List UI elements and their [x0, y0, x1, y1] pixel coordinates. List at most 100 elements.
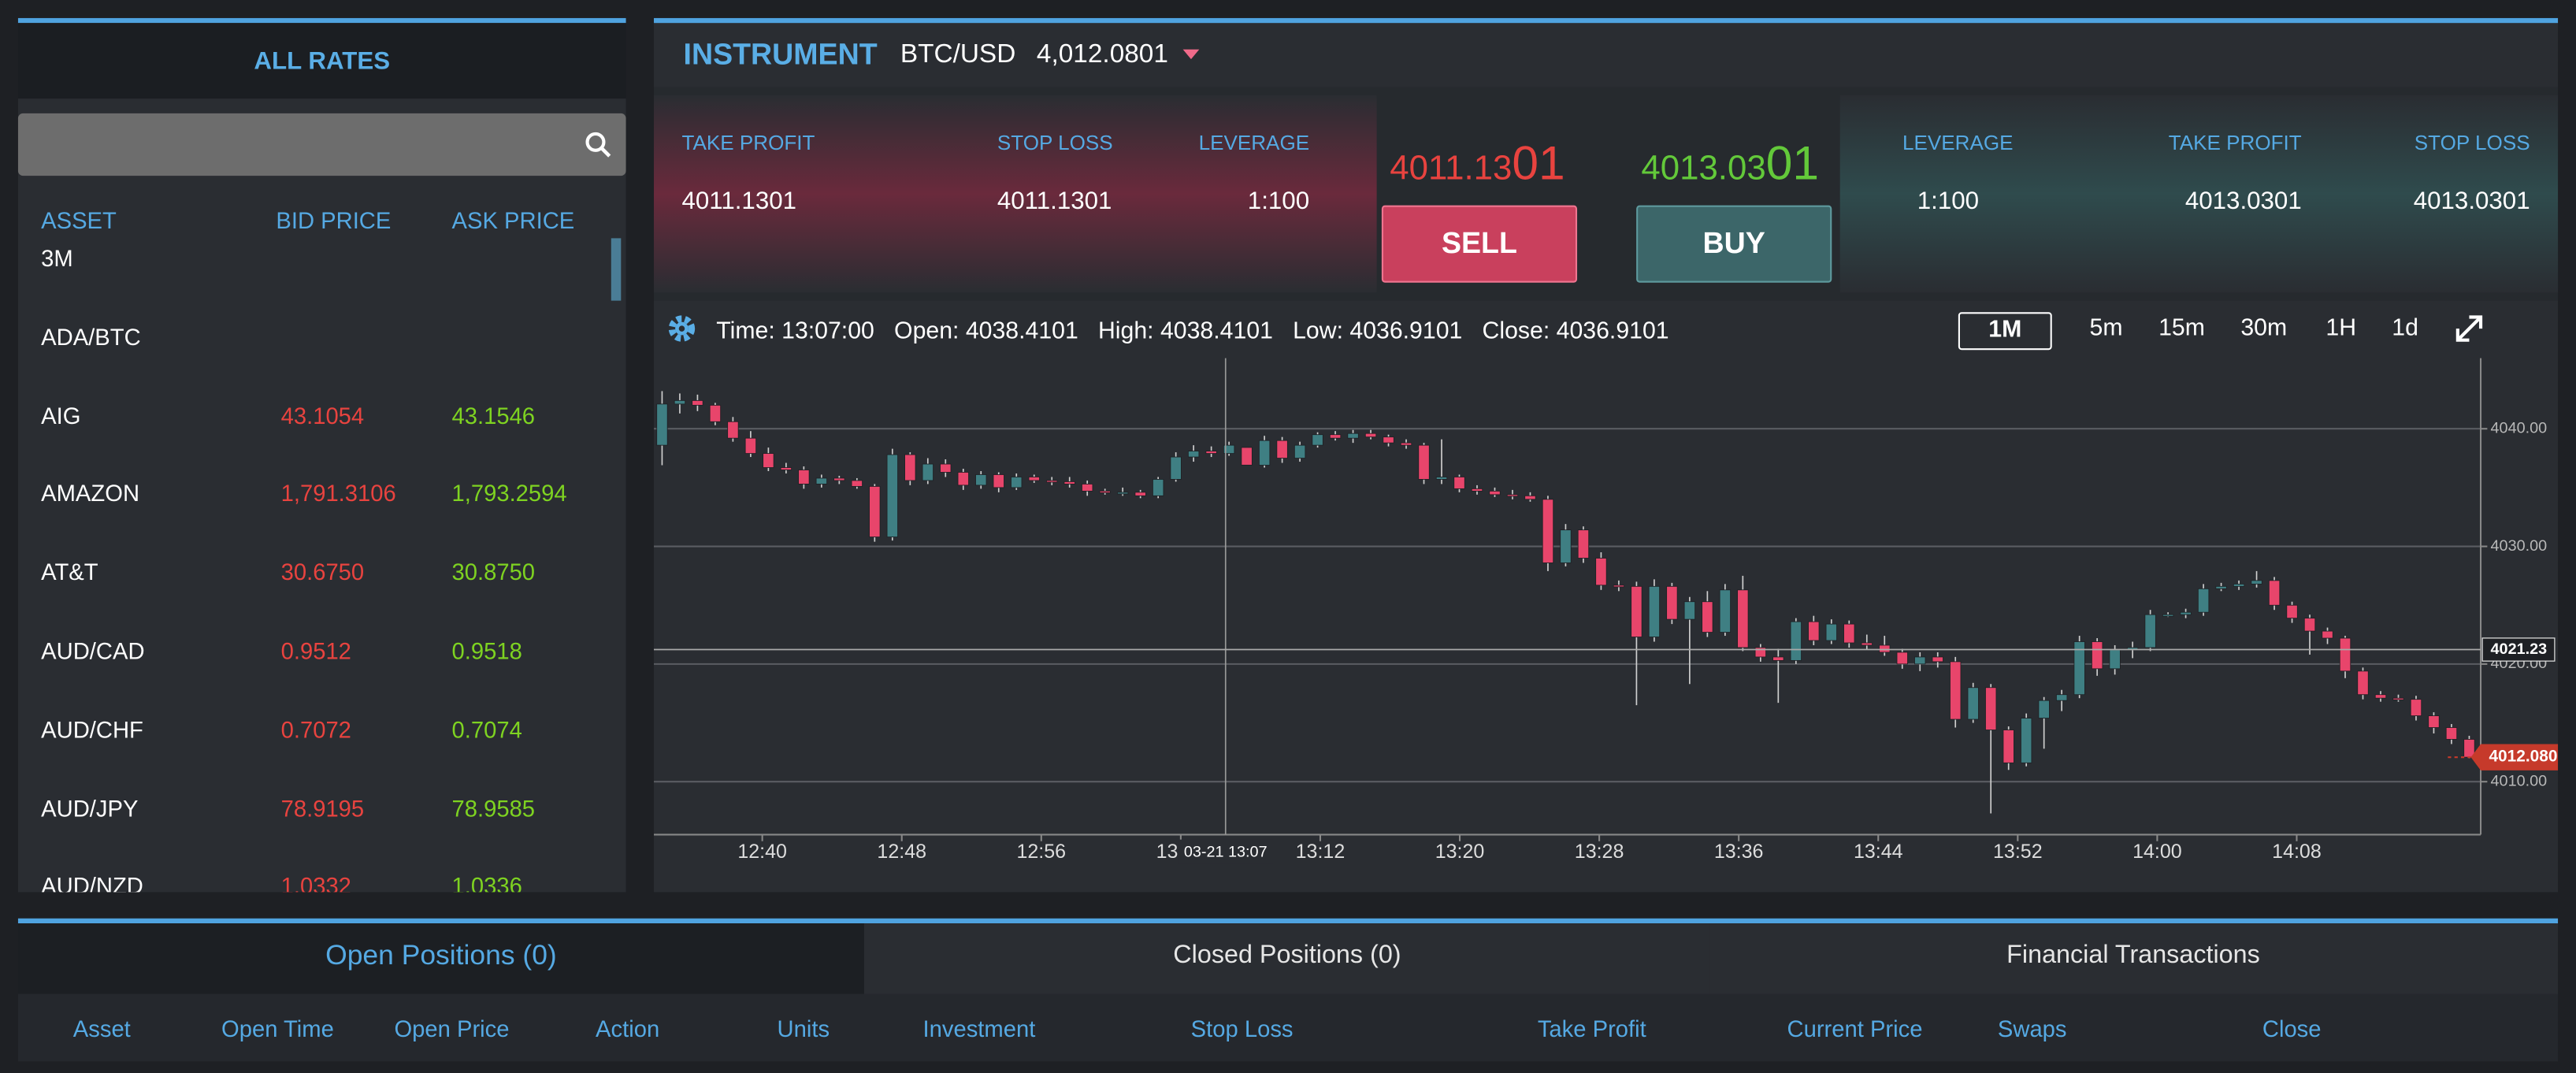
positions-column: Close: [2262, 1015, 2322, 1042]
candle-body: [1241, 447, 1253, 466]
rates-title: ALL RATES: [17, 23, 626, 99]
timeframe-button[interactable]: 30m: [2240, 315, 2288, 342]
candle-body: [2021, 718, 2032, 763]
candle-body: [2003, 730, 2014, 763]
candle-body: [1205, 451, 1217, 455]
sell-leverage[interactable]: 1:100: [1247, 187, 1310, 216]
instrument-symbol[interactable]: BTC/USD: [900, 41, 1016, 69]
candle-body: [2339, 637, 2351, 672]
candle-body: [1790, 621, 1802, 661]
asset-name[interactable]: 3M: [41, 244, 73, 272]
x-tick-label: 13:20: [1435, 841, 1485, 863]
x-tick-label: 12:40: [737, 841, 787, 863]
positions-column: Investment: [922, 1015, 1036, 1042]
candle-body: [2233, 583, 2245, 587]
search-icon[interactable]: [585, 132, 611, 158]
candle-body: [2357, 670, 2369, 696]
y-tick-label: 4030.00: [2491, 537, 2548, 555]
bid-price: 30.6750: [280, 559, 365, 585]
candle-body: [1028, 477, 1040, 481]
buy-take-profit[interactable]: 4013.0301: [2184, 187, 2302, 216]
candle-body: [1967, 687, 1979, 720]
candle-body: [1631, 585, 1642, 637]
x-tick-label: 12:48: [877, 841, 926, 863]
positions-header: Asset Open Time Open Price Action Units Inves…: [17, 993, 2559, 1062]
candle-body: [2303, 618, 2316, 632]
candle-body: [2445, 727, 2458, 740]
column-header: BID PRICE: [276, 206, 392, 234]
candle-body: [869, 485, 881, 538]
candle-body: [2286, 604, 2298, 619]
column-header: ASK PRICE: [451, 206, 575, 234]
buy-leverage[interactable]: 1:100: [1917, 187, 1980, 216]
candle-body: [2392, 697, 2404, 700]
candle-body: [993, 474, 1004, 488]
ask-price: 43.1546: [451, 402, 536, 429]
asset-name[interactable]: AMAZON: [41, 480, 140, 507]
candle-body: [2180, 611, 2192, 615]
asset-name[interactable]: AUD/CHF: [41, 715, 143, 743]
bid-price: 1.0332: [280, 873, 351, 893]
candle-body: [1347, 433, 1359, 439]
asset-name[interactable]: AUD/JPY: [41, 794, 139, 821]
sell-button[interactable]: SELL: [1381, 205, 1578, 283]
dropdown-arrow[interactable]: [1182, 49, 1201, 61]
candle-body: [2215, 585, 2227, 589]
asset-name[interactable]: AIG: [41, 402, 81, 429]
candle-body: [1560, 529, 1572, 563]
settings-icon[interactable]: [667, 314, 697, 343]
candle-body: [1117, 492, 1129, 495]
timeframe-button[interactable]: 15m: [2158, 315, 2205, 342]
timeframe-button[interactable]: 5m: [2089, 315, 2123, 342]
sell-stop-loss[interactable]: 4011.1301: [997, 187, 1112, 216]
timeframe-button[interactable]: 1H: [2325, 315, 2357, 342]
candle-body: [763, 453, 774, 468]
buy-button[interactable]: BUY: [1636, 205, 1832, 283]
positions-tab[interactable]: Financial Transactions: [1709, 923, 2556, 994]
candle-body: [1489, 490, 1501, 496]
candle-body: [2268, 580, 2281, 606]
candle-body: [1825, 623, 1837, 641]
rates-table: ASSET BID PRICE ASK PRICE 3M ADA/BTC AIG 43.10…: [18, 200, 626, 893]
x-tick-label: 13:36: [1714, 841, 1764, 863]
sell-price: 4011.1301: [1390, 138, 1565, 192]
candle-body: [1950, 661, 1962, 720]
asset-name[interactable]: AT&T: [41, 559, 98, 585]
candle-body: [922, 463, 934, 481]
candle-body: [2197, 588, 2210, 613]
fullscreen-icon[interactable]: [2455, 314, 2485, 343]
positions-tab[interactable]: Closed Positions (0): [863, 923, 1710, 994]
last-price-label: 4012.080: [2489, 748, 2557, 766]
search-box[interactable]: [17, 113, 626, 176]
candle-body: [1754, 647, 1767, 658]
positions-tab[interactable]: Open Positions (0): [17, 923, 864, 994]
timeframe-button[interactable]: 1M: [1958, 312, 2052, 351]
instrument-price: 4,012.0801: [1036, 41, 1168, 69]
candle-body: [851, 480, 863, 487]
candle-body: [2056, 694, 2068, 701]
timeframe-button[interactable]: 1d: [2392, 315, 2418, 342]
candle-body: [2144, 614, 2156, 648]
candle-body: [1843, 623, 1855, 644]
candle-body: [2410, 699, 2422, 717]
candle-body: [2428, 715, 2440, 728]
candle-body: [1683, 601, 1696, 620]
candle-body: [1329, 434, 1342, 439]
crosshair-price-label: 4021.23: [2491, 640, 2548, 658]
x-tick-label: 13:28: [1575, 841, 1624, 863]
buy-band: [1839, 95, 2559, 293]
ask-price: 78.9585: [451, 794, 536, 821]
asset-name[interactable]: AUD/CAD: [41, 637, 145, 664]
candle-body: [1099, 490, 1111, 493]
sell-take-profit[interactable]: 4011.1301: [681, 187, 797, 216]
bid-price: 0.9512: [280, 637, 351, 664]
asset-name[interactable]: ADA/BTC: [41, 323, 141, 350]
x-tick-label: 14:00: [2132, 841, 2182, 863]
candle-body: [1364, 433, 1377, 438]
asset-name[interactable]: AUD/NZD: [41, 873, 143, 893]
scrollbar[interactable]: [611, 238, 622, 301]
buy-stop-loss[interactable]: 4013.0301: [2413, 187, 2530, 216]
candle-body: [692, 399, 703, 406]
last-price-tag: [2470, 744, 2559, 770]
positions-column: Action: [596, 1015, 660, 1042]
